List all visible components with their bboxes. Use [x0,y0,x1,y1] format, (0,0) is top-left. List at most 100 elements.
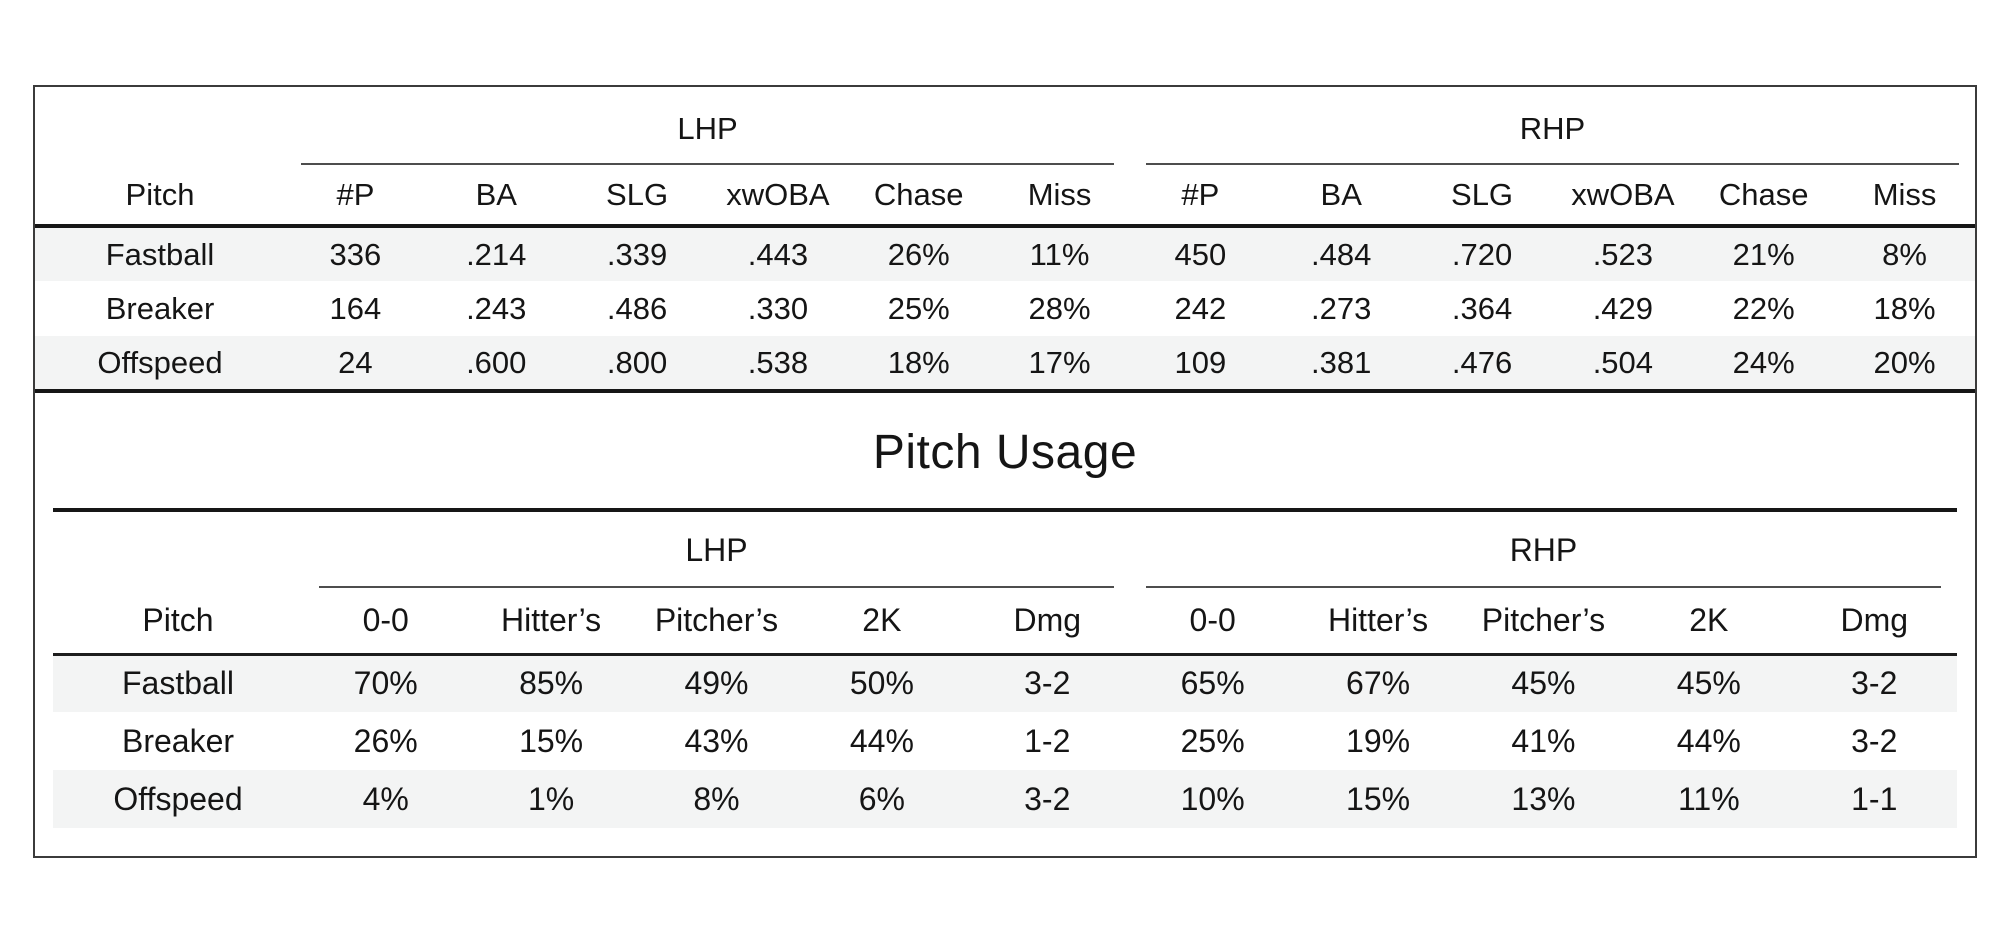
usage-cell: 19% [1346,722,1411,759]
stat-cell: 24% [1732,344,1795,380]
stat-cell: 11% [1029,236,1090,272]
usage-cell: 1-2 [1024,722,1071,759]
usage-cell: 45% [1511,665,1576,702]
usage-cell: 10% [1180,780,1245,817]
rhp-group-label: RHP [1519,111,1586,146]
rhp-group-underline [1145,163,1959,165]
stat-cell: .381 [1311,344,1372,380]
column-header-rhp-ba: BA [1320,176,1362,212]
usage-cell: 15% [1346,780,1411,817]
usage-cell: 85% [519,665,584,702]
pitch-label: Fastball [121,665,235,702]
stat-cell: .429 [1592,290,1654,326]
usage-cell: 3-2 [1024,780,1071,817]
stat-cell: 24 [338,344,373,380]
table-row-breaker: Breaker 164 .243 .486 .330 25% 28% 242 .… [35,281,1975,336]
stat-cell: .800 [606,344,668,380]
usage-cell: 4% [362,780,409,817]
stat-cell: 18% [887,344,950,380]
pitch-label: Offspeed [97,344,223,380]
usage-cell: 45% [1676,665,1741,702]
usage-cell: 13% [1511,780,1576,817]
pitch-results-table: LHP RHP Pitch #P BA SLG xwOBA Chase Miss… [35,93,1975,393]
stat-cell: 21% [1732,236,1795,272]
stat-cell: 450 [1174,236,1227,272]
results-rhp-group-header: RHP [1130,93,1975,165]
stat-cell: .538 [747,344,809,380]
usage-cell: 65% [1180,665,1245,702]
stat-cell: .364 [1451,290,1513,326]
column-header-pitch: Pitch [142,601,214,638]
pitch-label: Breaker [121,722,235,759]
stat-cell: .486 [606,290,668,326]
column-header-lhp-dmg: Dmg [1013,601,1082,638]
column-header-rhp-2k: 2K [1689,601,1729,638]
table-row-breaker: Breaker 26% 15% 43% 44% 1-2 25% 19% 41% … [53,712,1957,770]
column-header-rhp-hitters: Hitter’s [1327,601,1429,638]
column-header-lhp-00: 0-0 [362,601,409,638]
stat-cell: 109 [1174,344,1227,380]
lhp-group-label: LHP [677,111,738,146]
table-row-fastball: Fastball 70% 85% 49% 50% 3-2 65% 67% 45%… [53,654,1957,712]
rhp-group-label: RHP [1509,531,1578,568]
rhp-group-underline [1145,586,1941,588]
spacer-cell [53,510,303,588]
column-header-lhp-p: #P [336,176,375,212]
column-header-rhp-00: 0-0 [1189,601,1236,638]
results-column-header-row: Pitch #P BA SLG xwOBA Chase Miss #P BA S… [35,165,1975,226]
usage-cell: 1-1 [1851,780,1898,817]
results-lhp-group-header: LHP [285,93,1130,165]
pitch-usage-table: LHP RHP Pitch 0-0 Hitter’s Pitcher’s 2K … [53,508,1957,828]
column-header-lhp-chase: Chase [873,176,964,212]
usage-lhp-group-header: LHP [303,510,1130,588]
usage-cell: 41% [1511,722,1576,759]
column-header-lhp-slg: SLG [606,176,669,212]
column-header-lhp-ba: BA [475,176,517,212]
usage-cell: 43% [684,722,749,759]
stat-cell: 25% [887,290,950,326]
stat-cell: .504 [1592,344,1654,380]
column-header-rhp-slg: SLG [1451,176,1514,212]
usage-cell: 70% [353,665,418,702]
usage-rhp-group-header: RHP [1130,510,1957,588]
lhp-group-underline [319,586,1114,588]
pitch-label: Fastball [105,236,215,272]
usage-cell: 49% [684,665,749,702]
usage-cell: 44% [1676,722,1741,759]
usage-table-title: Pitch Usage [872,426,1138,479]
column-header-rhp-xwoba: xwOBA [1571,176,1675,212]
column-header-rhp-miss: Miss [1872,176,1937,212]
stat-cell: .330 [747,290,809,326]
column-header-lhp-miss: Miss [1027,176,1092,212]
pitch-stats-panel: LHP RHP Pitch #P BA SLG xwOBA Chase Miss… [33,85,1977,858]
usage-cell: 3-2 [1851,665,1898,702]
stat-cell: 336 [329,236,382,272]
stat-cell: .214 [466,236,527,272]
stat-cell: .339 [606,236,668,272]
column-header-lhp-hitters: Hitter’s [501,601,602,638]
stat-cell: 18% [1873,290,1936,326]
stat-cell: .443 [747,236,809,272]
stat-cell: 28% [1028,290,1091,326]
pitch-label: Breaker [105,290,215,326]
stat-cell: 164 [329,290,382,326]
column-header-lhp-xwoba: xwOBA [726,176,830,212]
spacer-cell [35,93,285,165]
column-header-rhp-dmg: Dmg [1840,601,1909,638]
table-row-offspeed: Offspeed 24 .600 .800 .538 18% 17% 109 .… [35,336,1975,391]
column-header-lhp-2k: 2K [862,601,902,638]
lhp-group-underline [301,163,1114,165]
usage-cell: 44% [849,722,914,759]
usage-cell: 50% [849,665,914,702]
stat-cell: .600 [466,344,527,380]
stat-cell: .484 [1311,236,1372,272]
results-group-header-row: LHP RHP [35,93,1975,165]
usage-cell: 8% [693,780,740,817]
usage-group-header-row: LHP RHP [53,510,1957,588]
table-row-fastball: Fastball 336 .214 .339 .443 26% 11% 450 … [35,226,1975,281]
usage-cell: 26% [353,722,418,759]
stat-cell: 20% [1873,344,1936,380]
column-header-rhp-p: #P [1181,176,1220,212]
column-header-rhp-pitchers: Pitcher’s [1481,601,1606,638]
pitch-label: Offspeed [113,780,243,817]
